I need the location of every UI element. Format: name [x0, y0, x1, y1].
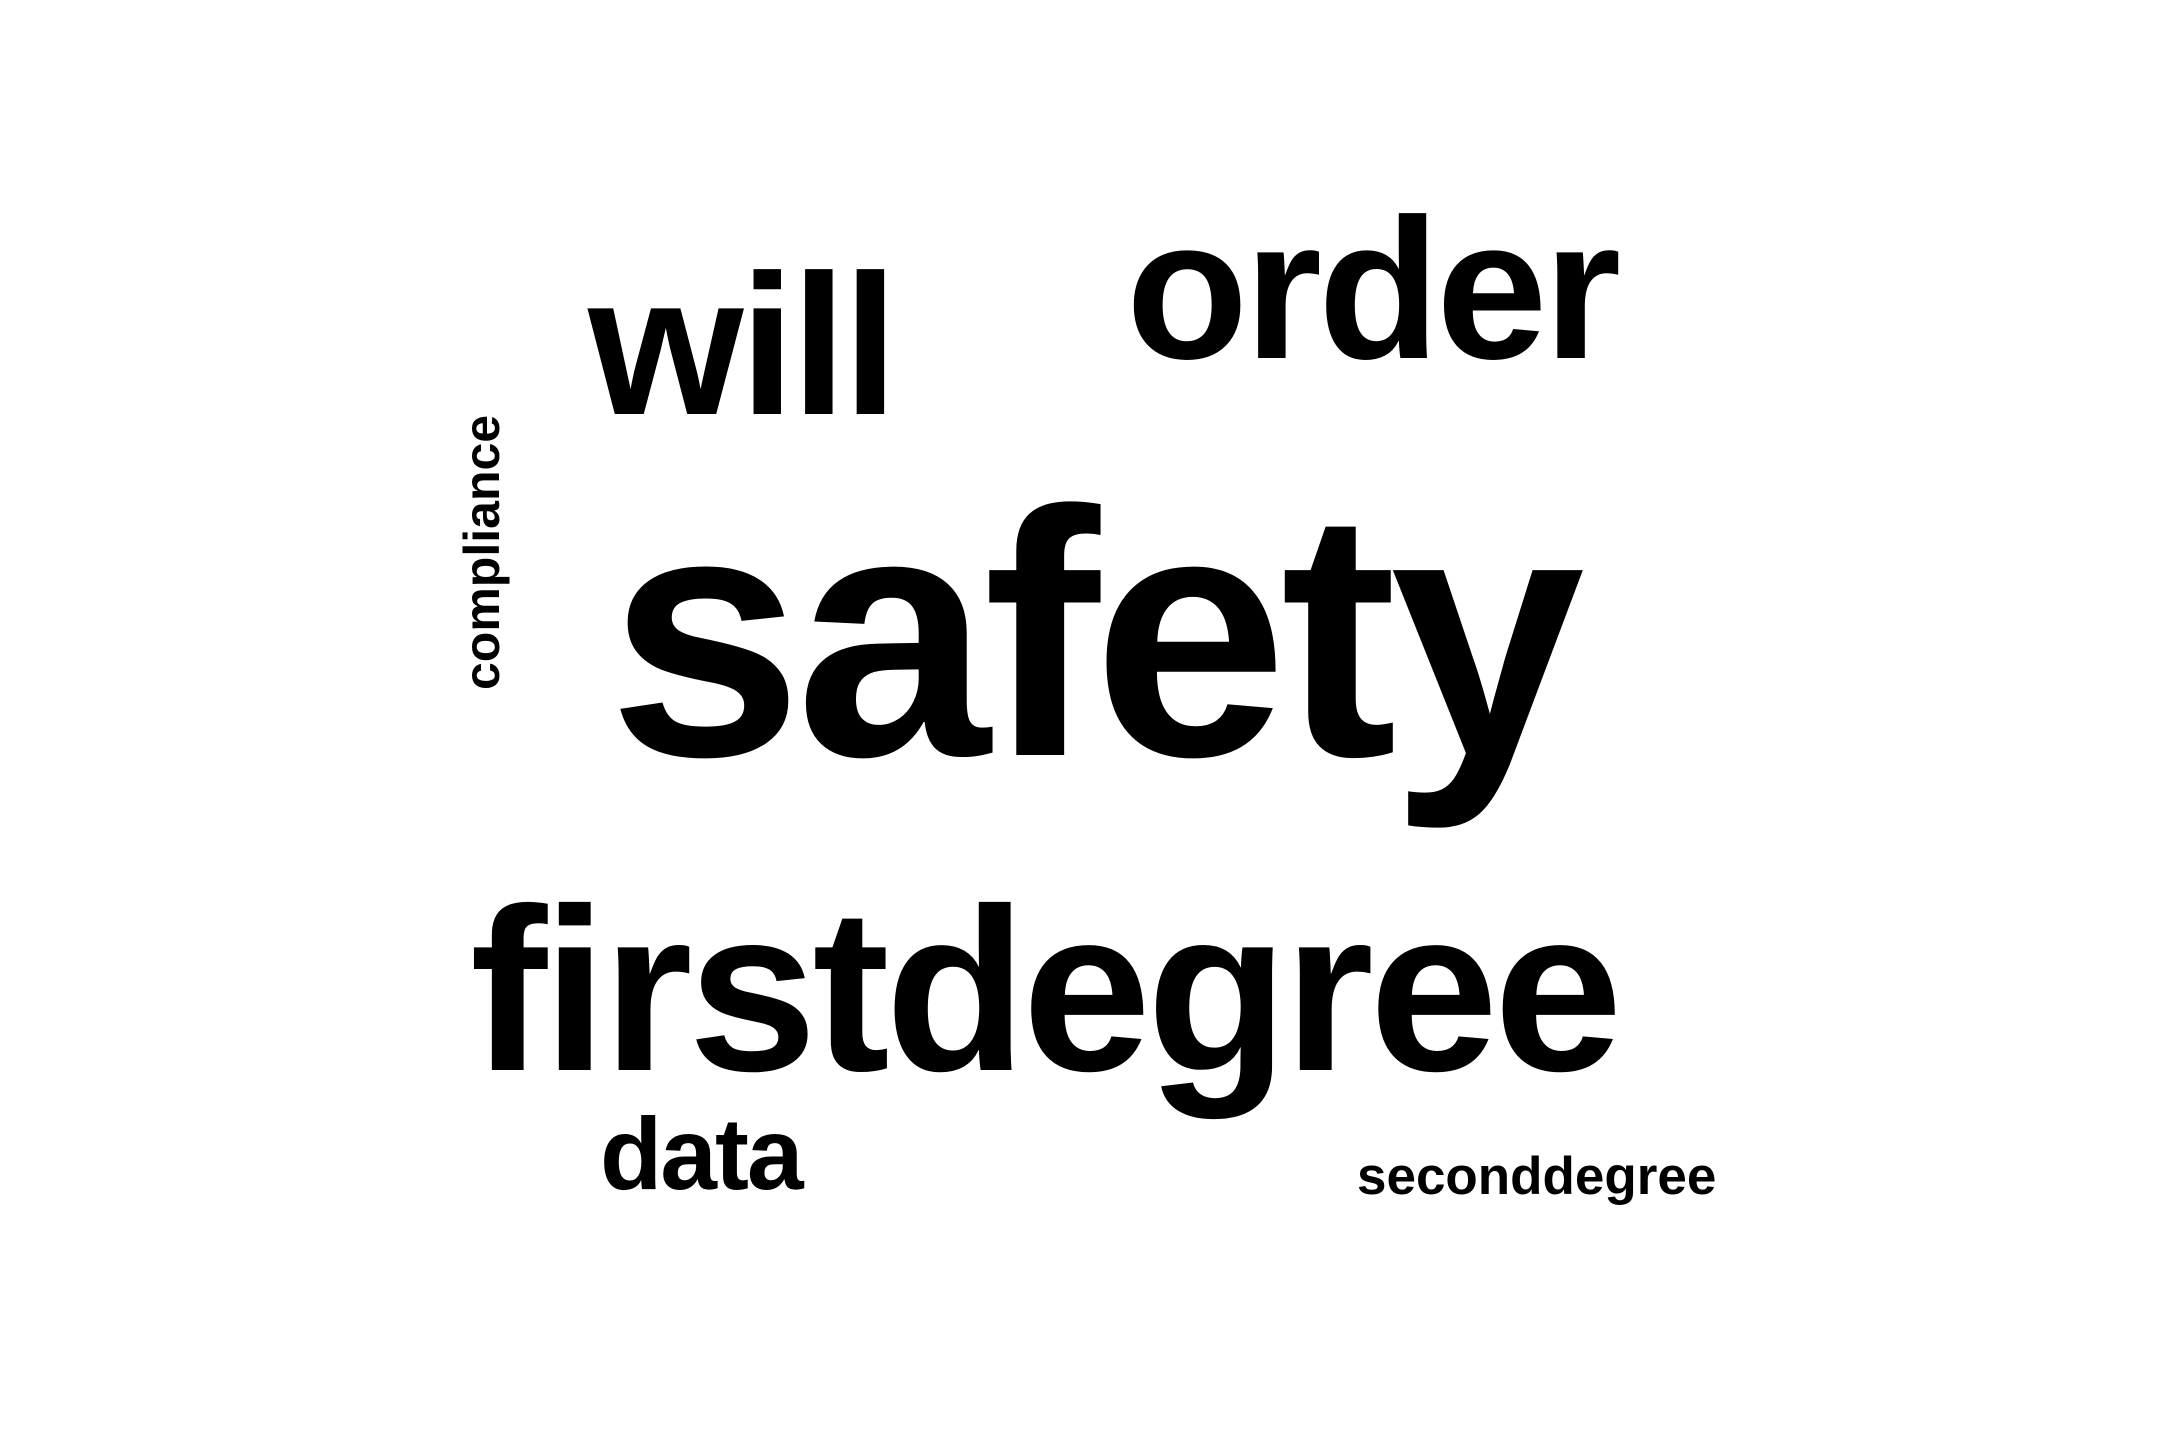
word-compliance: compliance [454, 414, 510, 690]
word-order: order [1126, 178, 1621, 401]
word-will: will [588, 234, 898, 457]
word-safety: safety [608, 439, 1585, 830]
word-firstdegree: firstdegree [470, 861, 1623, 1120]
word-data: data [600, 1097, 804, 1211]
word-seconddegree: seconddegree [1357, 1147, 1717, 1206]
